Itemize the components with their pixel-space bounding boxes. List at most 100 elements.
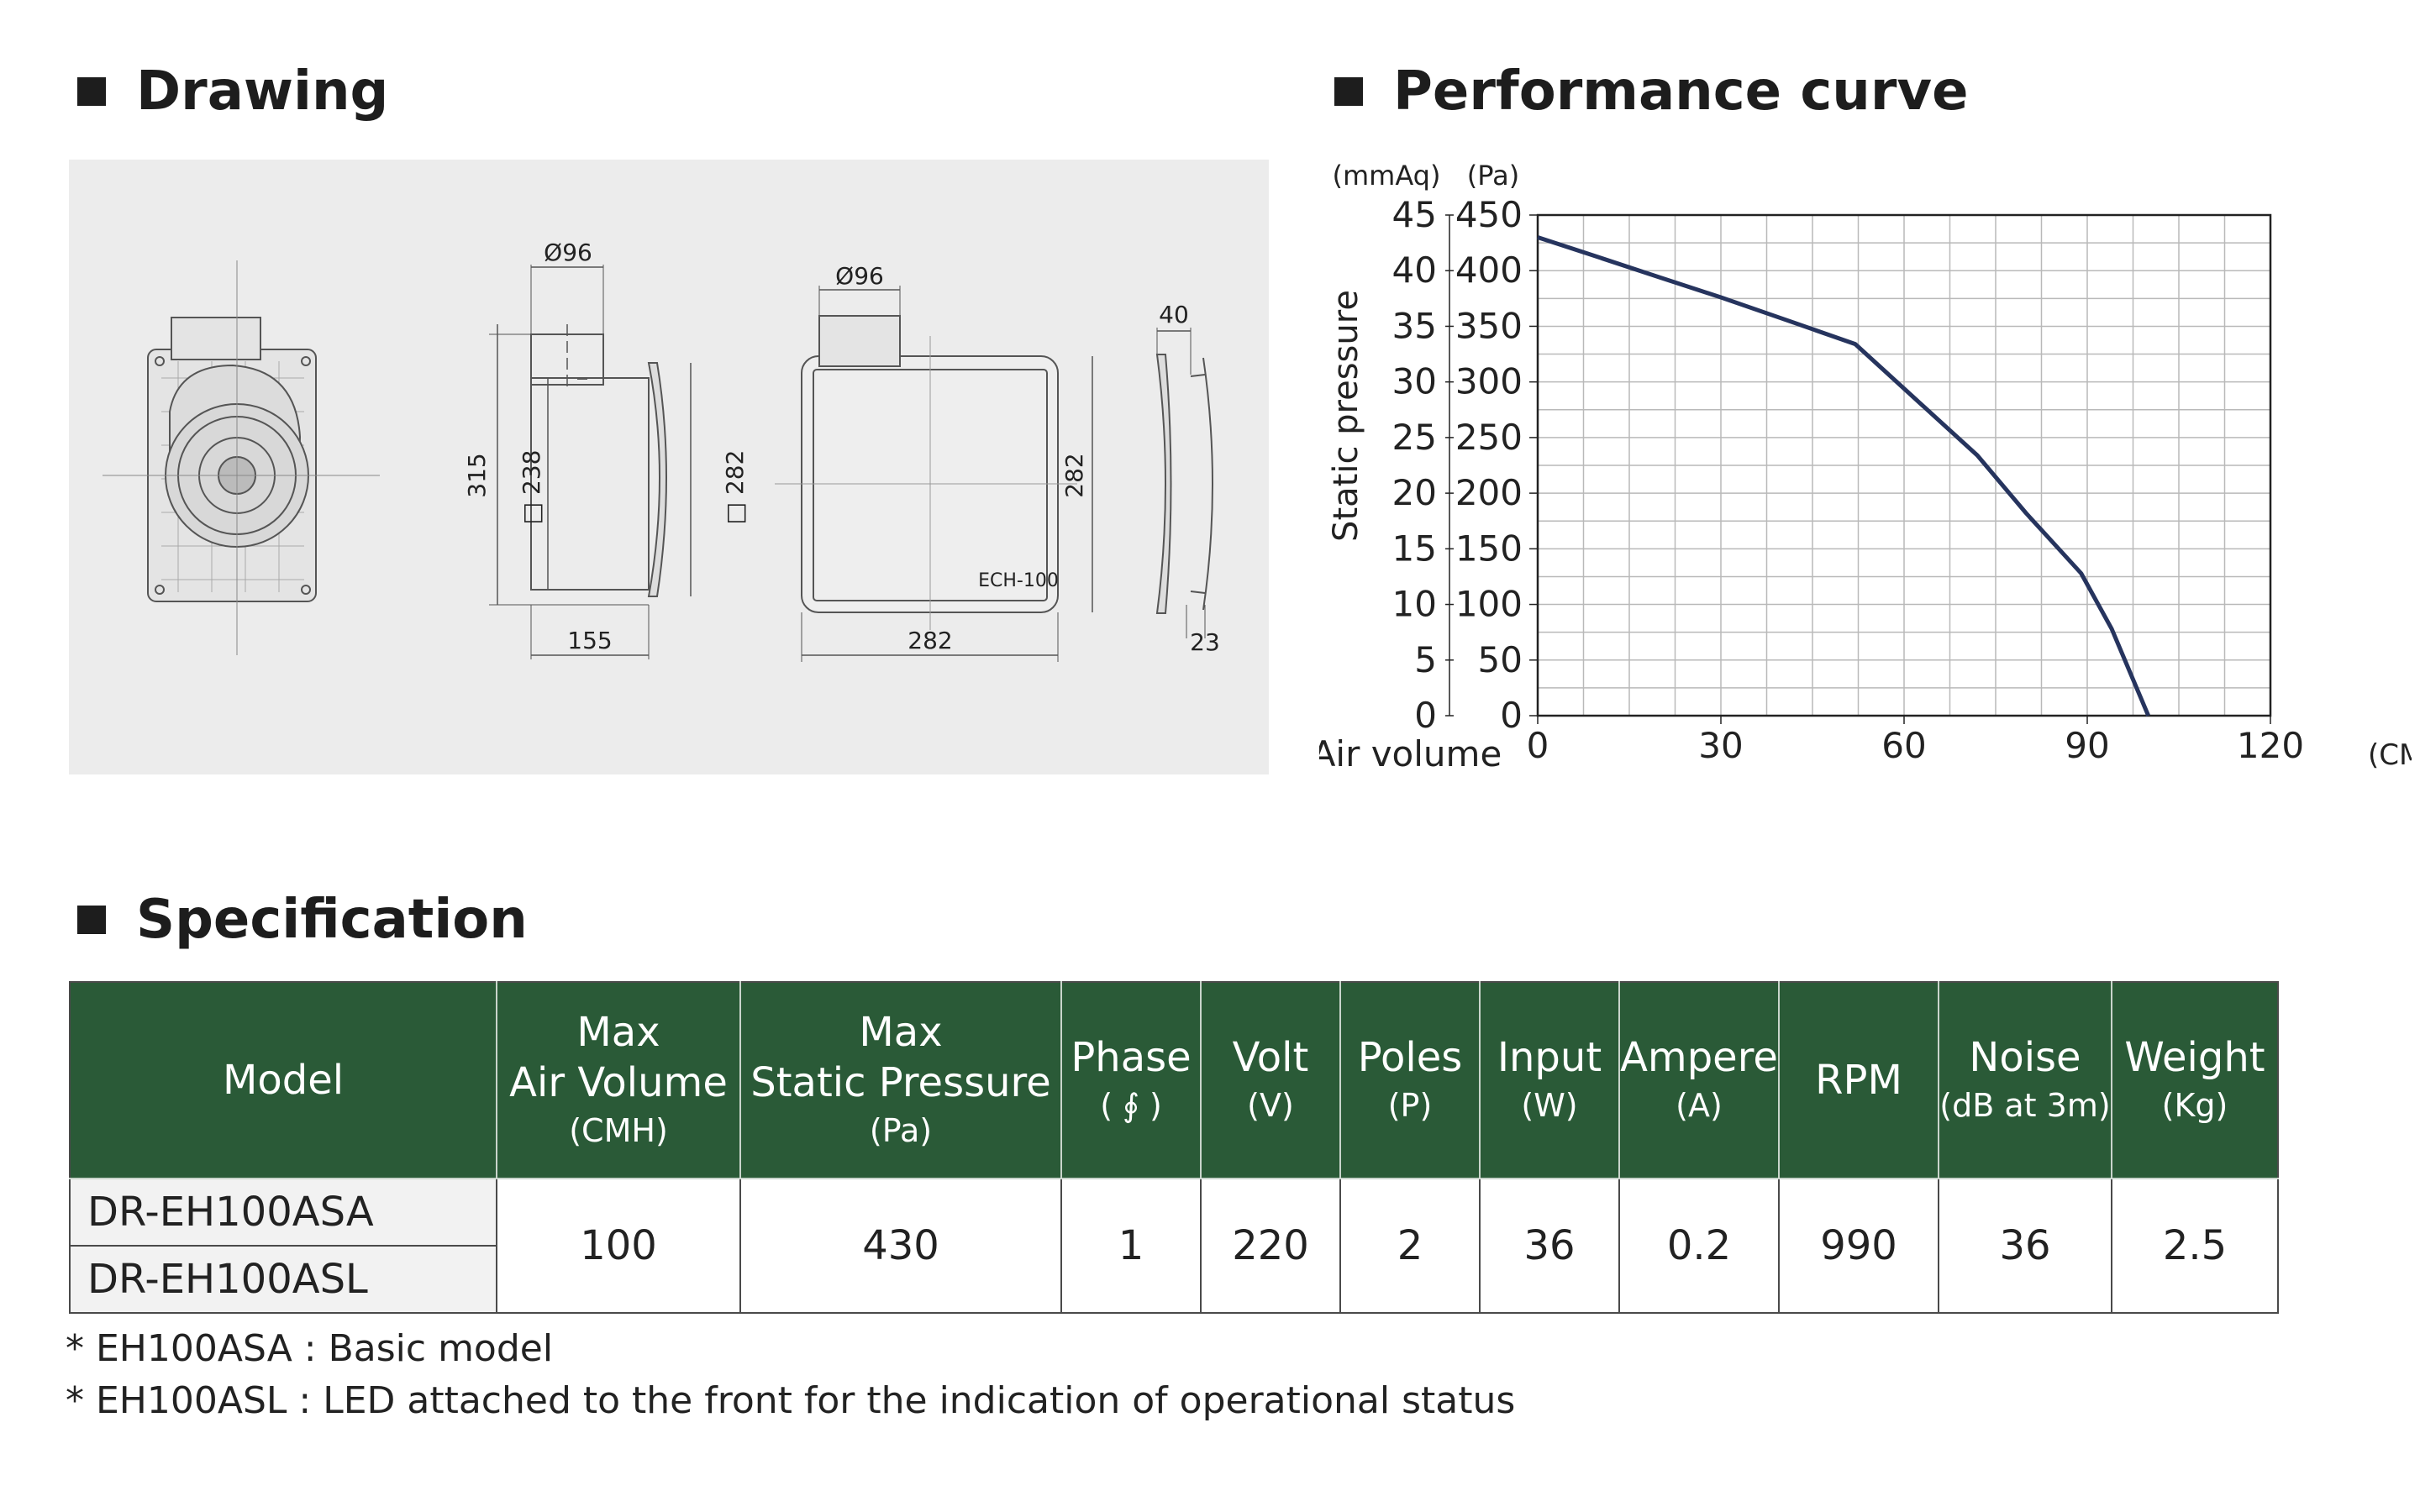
footnote-led-model: * EH100ASL : LED attached to the front f… — [66, 1379, 1516, 1422]
dim-diameter-back: Ø96 — [835, 262, 884, 290]
specification-title-text: Specification — [136, 889, 528, 951]
right-unit-label: (Pa) — [1467, 160, 1519, 192]
value-poles: 2 — [1339, 1178, 1481, 1314]
dim-height-282: 282 — [1060, 453, 1088, 497]
table-row: DR-EH100ASL — [69, 1245, 2278, 1314]
header-main-text: Noise — [1969, 1034, 2081, 1081]
performance-title-text: Performance curve — [1393, 60, 1969, 123]
specification-section-title: Specification — [77, 889, 528, 951]
specification-table: Model Max Air Volume (CMH) Max Static Pre… — [69, 981, 2279, 1314]
header-main-text: Ampere — [1620, 1034, 1778, 1081]
header-sub-text: (Kg) — [2161, 1087, 2228, 1124]
model-cell-asa: DR-EH100ASA — [69, 1178, 497, 1247]
dim-height-315: 315 — [463, 453, 491, 497]
model-cell-asl: DR-EH100ASL — [69, 1245, 497, 1314]
profile-view-drawing — [1155, 328, 1213, 638]
y-tick-label-mmaq: 20 — [1392, 472, 1437, 513]
header-main-text: RPM — [1815, 1057, 1902, 1104]
value-volt: 220 — [1200, 1178, 1341, 1314]
header-sub-text: ( ∮ ) — [1100, 1087, 1162, 1124]
y-tick-label-mmaq: 45 — [1392, 194, 1437, 235]
header-rpm: RPM — [1778, 981, 1939, 1179]
performance-curve-svg: 0050510010150152002025025300303503540040… — [1312, 160, 2420, 774]
side-view-drawing — [489, 265, 692, 659]
header-max-static-pressure: Max Static Pressure (Pa) — [739, 981, 1062, 1179]
header-sub-text: (W) — [1521, 1087, 1578, 1124]
y-tick-label-mmaq: 0 — [1414, 695, 1437, 736]
y-tick-label-pa: 200 — [1455, 472, 1523, 513]
x-tick-label: 90 — [2065, 725, 2109, 766]
square-bullet-icon — [77, 77, 106, 106]
y-tick-label-pa: 300 — [1455, 361, 1523, 402]
y-tick-label-pa: 150 — [1455, 528, 1523, 569]
drawing-model-label: ECH-100 — [978, 570, 1059, 591]
y-tick-label-pa: 250 — [1455, 417, 1523, 458]
header-max-air-volume: Max Air Volume (CMH) — [496, 981, 741, 1179]
value-max-air-volume: 100 — [496, 1178, 741, 1314]
left-unit-label: (mmAq) — [1333, 160, 1441, 192]
header-sub-text: (A) — [1676, 1087, 1723, 1124]
value-max-static-pressure: 430 — [739, 1178, 1062, 1314]
dim-depth-155: 155 — [567, 627, 612, 654]
header-sub-text: (P) — [1387, 1087, 1433, 1124]
y-tick-label-mmaq: 15 — [1392, 528, 1437, 569]
header-poles: Poles (P) — [1339, 981, 1481, 1179]
performance-curve-chart: 0 0 50 5 100 10 150 15 200 20 250 25 300 30 350 35 400 40… — [1312, 134, 2420, 790]
y-tick-label-pa: 350 — [1455, 305, 1523, 346]
header-main-text: Max Air Volume — [509, 1009, 728, 1106]
y-tick-label-mmaq: 25 — [1392, 417, 1437, 458]
dim-width-282: 282 — [908, 627, 952, 654]
header-main-text: Phase — [1071, 1034, 1192, 1081]
drawing-section-title: Drawing — [77, 60, 388, 123]
header-weight: Weight (Kg) — [2111, 981, 2279, 1179]
y-tick-label-pa: 0 — [1500, 695, 1523, 736]
header-sub-text: (V) — [1247, 1087, 1294, 1124]
dim-square-282-side: □ 282 — [721, 450, 749, 525]
value-noise: 36 — [1938, 1178, 2112, 1314]
footnote-basic-model: * EH100ASA : Basic model — [66, 1327, 554, 1370]
value-input: 36 — [1479, 1178, 1620, 1314]
drawing-title-text: Drawing — [136, 60, 389, 123]
header-sub-text: (Pa) — [869, 1112, 933, 1149]
spec-header-row: Model Max Air Volume (CMH) Max Static Pre… — [69, 981, 2279, 1179]
performance-section-title: Performance curve — [1334, 60, 1969, 123]
header-sub-text: (CMH) — [569, 1112, 668, 1149]
header-model: Model — [69, 981, 497, 1179]
value-rpm: 990 — [1778, 1178, 1939, 1314]
header-phase: Phase ( ∮ ) — [1060, 981, 1202, 1179]
table-row: DR-EH100ASA 100 430 1 220 2 36 0.2 990 3… — [69, 1178, 2279, 1314]
y-tick-label-mmaq: 40 — [1392, 249, 1437, 291]
header-ampere: Ampere (A) — [1618, 981, 1780, 1179]
square-bullet-icon — [77, 906, 106, 934]
technical-drawing-panel: Ø96 315 □ 238 □ 282 155 Ø96 282 282 ECH-… — [69, 160, 1269, 774]
back-view-drawing — [775, 286, 1093, 662]
header-main-text: Volt — [1232, 1034, 1309, 1081]
x-tick-label: 120 — [2237, 725, 2304, 766]
header-input: Input (W) — [1479, 981, 1620, 1179]
value-phase: 1 — [1060, 1178, 1202, 1314]
y-tick-label-pa: 100 — [1455, 584, 1523, 625]
dim-square-238: □ 238 — [518, 450, 545, 525]
y-tick-label-mmaq: 10 — [1392, 584, 1437, 625]
dim-diameter-side: Ø96 — [544, 239, 592, 266]
header-noise: Noise (dB at 3m) — [1938, 981, 2112, 1179]
y-tick-label-pa: 50 — [1478, 639, 1523, 680]
value-weight: 2.5 — [2111, 1178, 2279, 1314]
header-volt: Volt (V) — [1200, 981, 1341, 1179]
technical-drawing: Ø96 315 □ 238 □ 282 155 Ø96 282 282 ECH-… — [103, 239, 1220, 662]
x-axis-label: Air volume — [1319, 733, 1502, 774]
y-tick-label-pa: 400 — [1455, 249, 1523, 291]
front-view-drawing — [103, 260, 380, 655]
header-main-text: Poles — [1357, 1034, 1463, 1081]
y-tick-label-mmaq: 30 — [1392, 361, 1437, 402]
header-sub-text: (dB at 3m) — [1939, 1087, 2111, 1124]
y-tick-label-mmaq: 5 — [1414, 639, 1437, 680]
curve-line — [1537, 235, 2151, 717]
x-tick-label: 0 — [1527, 725, 1549, 766]
dim-depth-23: 23 — [1190, 628, 1220, 656]
y-tick-label-pa: 450 — [1455, 194, 1523, 235]
header-main-text: Model — [222, 1057, 345, 1104]
header-main-text: Max Static Pressure — [750, 1009, 1051, 1106]
square-bullet-icon — [1334, 77, 1363, 106]
value-ampere: 0.2 — [1618, 1178, 1780, 1314]
